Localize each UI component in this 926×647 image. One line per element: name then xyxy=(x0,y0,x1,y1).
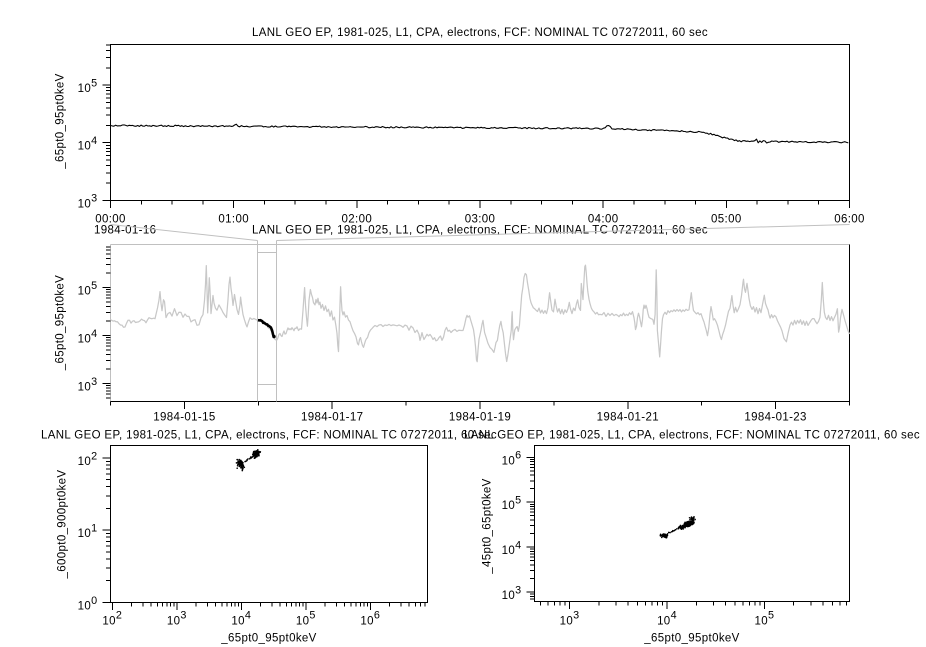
svg-text:03:00: 03:00 xyxy=(465,214,496,226)
svg-text:_65pt0_95pt0keV: _65pt0_95pt0keV xyxy=(220,632,316,644)
svg-text:LANL GEO EP, 1981-025, L1, CPA: LANL GEO EP, 1981-025, L1, CPA, electron… xyxy=(464,430,920,442)
svg-text:1984-01-17: 1984-01-17 xyxy=(301,412,363,424)
svg-text:04:00: 04:00 xyxy=(588,214,619,226)
svg-text:00:00: 00:00 xyxy=(95,214,126,226)
svg-text:LANL GEO EP, 1981-025, L1, CPA: LANL GEO EP, 1981-025, L1, CPA, electron… xyxy=(252,225,708,237)
svg-text:06:00: 06:00 xyxy=(834,214,865,226)
svg-text:_65pt0_95pt0keV: _65pt0_95pt0keV xyxy=(55,73,67,169)
svg-text:LANL GEO EP, 1981-025, L1, CPA: LANL GEO EP, 1981-025, L1, CPA, electron… xyxy=(41,430,497,442)
svg-text:01:00: 01:00 xyxy=(218,214,249,226)
svg-text:_600pt0_900pt0keV: _600pt0_900pt0keV xyxy=(57,470,69,580)
svg-text:05:00: 05:00 xyxy=(711,214,742,226)
svg-text:LANL GEO EP, 1981-025, L1, CPA: LANL GEO EP, 1981-025, L1, CPA, electron… xyxy=(252,27,708,39)
svg-text:1984-01-23: 1984-01-23 xyxy=(744,412,806,424)
svg-text:_45pt0_65pt0keV: _45pt0_65pt0keV xyxy=(482,478,494,574)
svg-text:1984-01-19: 1984-01-19 xyxy=(449,412,511,424)
svg-text:_65pt0_95pt0keV: _65pt0_95pt0keV xyxy=(643,632,739,644)
svg-text:02:00: 02:00 xyxy=(342,214,373,226)
svg-text:1984-01-21: 1984-01-21 xyxy=(597,412,659,424)
svg-text:1984-01-15: 1984-01-15 xyxy=(153,412,215,424)
svg-text:_65pt0_95pt0keV: _65pt0_95pt0keV xyxy=(55,275,67,371)
